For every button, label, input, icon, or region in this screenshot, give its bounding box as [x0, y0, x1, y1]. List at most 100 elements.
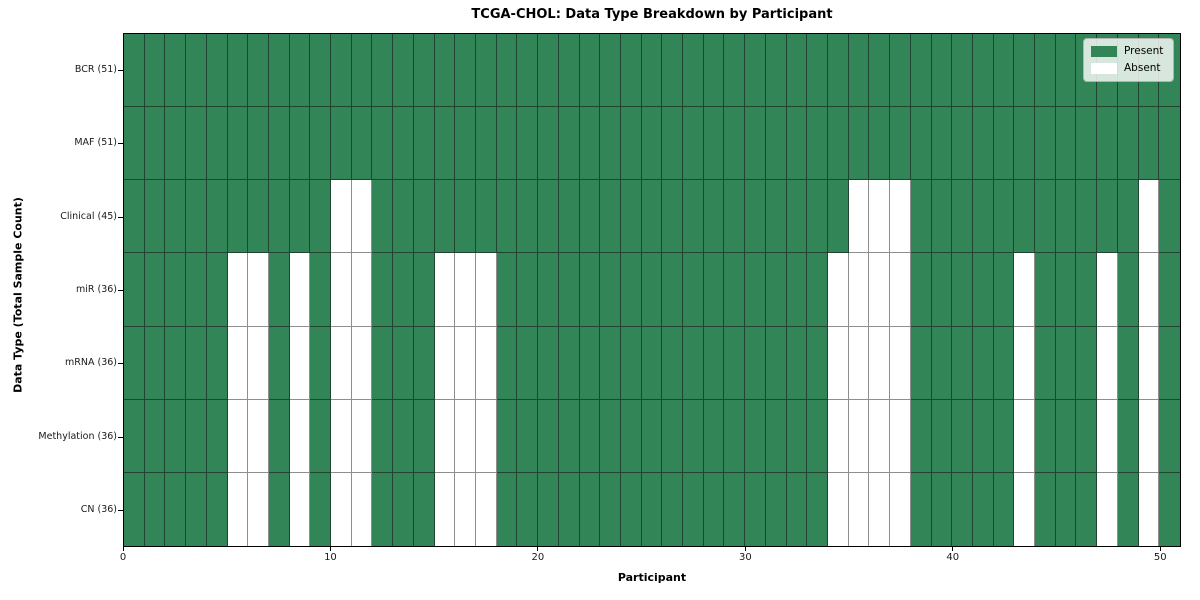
x-axis-label: Participant	[617, 571, 687, 584]
cell-CN-p50	[1159, 472, 1180, 546]
cell-BCR-p22	[579, 34, 601, 108]
cell-Methylation-p4	[206, 399, 228, 473]
cell-Clinical-p48	[1117, 180, 1139, 254]
cell-MAF-p29	[724, 107, 746, 181]
cell-Clinical-p7	[268, 180, 290, 254]
cell-Clinical-p35	[848, 180, 870, 254]
cell-miR-p17	[476, 253, 497, 327]
cell-CN-p39	[931, 472, 953, 546]
cell-CN-p18	[496, 472, 518, 546]
y-tick-mark	[118, 69, 123, 71]
cell-miR-p8	[289, 253, 311, 327]
cell-mRNA-p4	[206, 326, 228, 400]
legend-label-present: Present	[1124, 45, 1164, 57]
cell-miR-p10	[331, 253, 352, 327]
cell-mRNA-p41	[972, 326, 994, 400]
cell-miR-p12	[372, 253, 394, 327]
cell-CN-p36	[869, 472, 891, 546]
cell-CN-p31	[765, 472, 787, 546]
cell-mRNA-p20	[538, 326, 559, 400]
cell-Clinical-p49	[1138, 180, 1160, 254]
cell-mRNA-p39	[931, 326, 953, 400]
x-tick-label-50: 50	[1153, 552, 1167, 563]
cell-MAF-p25	[641, 107, 663, 181]
y-tick-mark	[118, 363, 123, 365]
cell-Methylation-p34	[828, 399, 849, 473]
cell-Methylation-p15	[434, 399, 456, 473]
cell-mRNA-p32	[786, 326, 808, 400]
cell-miR-p5	[227, 253, 249, 327]
cell-miR-p36	[869, 253, 891, 327]
cell-CN-p29	[724, 472, 746, 546]
cell-BCR-p41	[972, 34, 994, 108]
cell-Methylation-p29	[724, 399, 746, 473]
cell-miR-p26	[662, 253, 684, 327]
cell-Clinical-p3	[186, 180, 207, 254]
cell-mRNA-p29	[724, 326, 746, 400]
cell-Clinical-p13	[393, 180, 414, 254]
cell-miR-p7	[268, 253, 290, 327]
cell-mRNA-p44	[1035, 326, 1056, 400]
cell-BCR-p20	[538, 34, 559, 108]
cell-MAF-p22	[579, 107, 601, 181]
cell-BCR-p28	[703, 34, 725, 108]
cell-MAF-p18	[496, 107, 518, 181]
x-tick-label-20: 20	[531, 552, 545, 563]
x-tick-label-10: 10	[324, 552, 337, 563]
cell-MAF-p48	[1117, 107, 1139, 181]
cell-Methylation-p25	[641, 399, 663, 473]
cell-mRNA-p37	[890, 326, 911, 400]
cell-Methylation-p1	[144, 399, 166, 473]
cell-Methylation-p44	[1035, 399, 1056, 473]
cell-Clinical-p1	[144, 180, 166, 254]
cell-MAF-p8	[289, 107, 311, 181]
cell-MAF-p20	[538, 107, 559, 181]
cell-MAF-p16	[455, 107, 476, 181]
cell-Clinical-p6	[248, 180, 269, 254]
cell-mRNA-p48	[1117, 326, 1139, 400]
cell-miR-p18	[496, 253, 518, 327]
cell-mRNA-p50	[1159, 326, 1180, 400]
cell-BCR-p42	[993, 34, 1015, 108]
cell-miR-p4	[206, 253, 228, 327]
cell-Methylation-p45	[1055, 399, 1077, 473]
y-tick-mark	[118, 143, 123, 145]
cell-Clinical-p24	[620, 180, 642, 254]
cell-BCR-p5	[227, 34, 249, 108]
cell-CN-p16	[455, 472, 476, 546]
cell-Methylation-p40	[952, 399, 973, 473]
cell-Clinical-p5	[227, 180, 249, 254]
cell-miR-p9	[310, 253, 332, 327]
cell-Methylation-p41	[972, 399, 994, 473]
cell-miR-p47	[1097, 253, 1118, 327]
cell-miR-p1	[144, 253, 166, 327]
cell-Methylation-p30	[745, 399, 766, 473]
cell-Clinical-p12	[372, 180, 394, 254]
cell-mRNA-p47	[1097, 326, 1118, 400]
cell-MAF-p11	[351, 107, 373, 181]
cell-MAF-p37	[890, 107, 911, 181]
cell-miR-p35	[848, 253, 870, 327]
y-tick-label-MAF: MAF (51)	[74, 137, 117, 149]
cell-Methylation-p13	[393, 399, 414, 473]
cell-Methylation-p6	[248, 399, 269, 473]
y-tick-label-Clinical: Clinical (45)	[60, 210, 117, 222]
cell-Clinical-p38	[910, 180, 932, 254]
cell-MAF-p21	[558, 107, 580, 181]
cell-Methylation-p9	[310, 399, 332, 473]
cell-Clinical-p28	[703, 180, 725, 254]
cell-BCR-p44	[1035, 34, 1056, 108]
cell-MAF-p3	[186, 107, 207, 181]
cell-BCR-p38	[910, 34, 932, 108]
cell-mRNA-p42	[993, 326, 1015, 400]
cell-CN-p40	[952, 472, 973, 546]
cell-MAF-p42	[993, 107, 1015, 181]
cell-Methylation-p48	[1117, 399, 1139, 473]
cell-Clinical-p43	[1014, 180, 1036, 254]
cell-Clinical-p18	[496, 180, 518, 254]
cell-miR-p32	[786, 253, 808, 327]
cell-MAF-p15	[434, 107, 456, 181]
cell-MAF-p38	[910, 107, 932, 181]
cell-CN-p4	[206, 472, 228, 546]
cell-miR-p19	[517, 253, 539, 327]
